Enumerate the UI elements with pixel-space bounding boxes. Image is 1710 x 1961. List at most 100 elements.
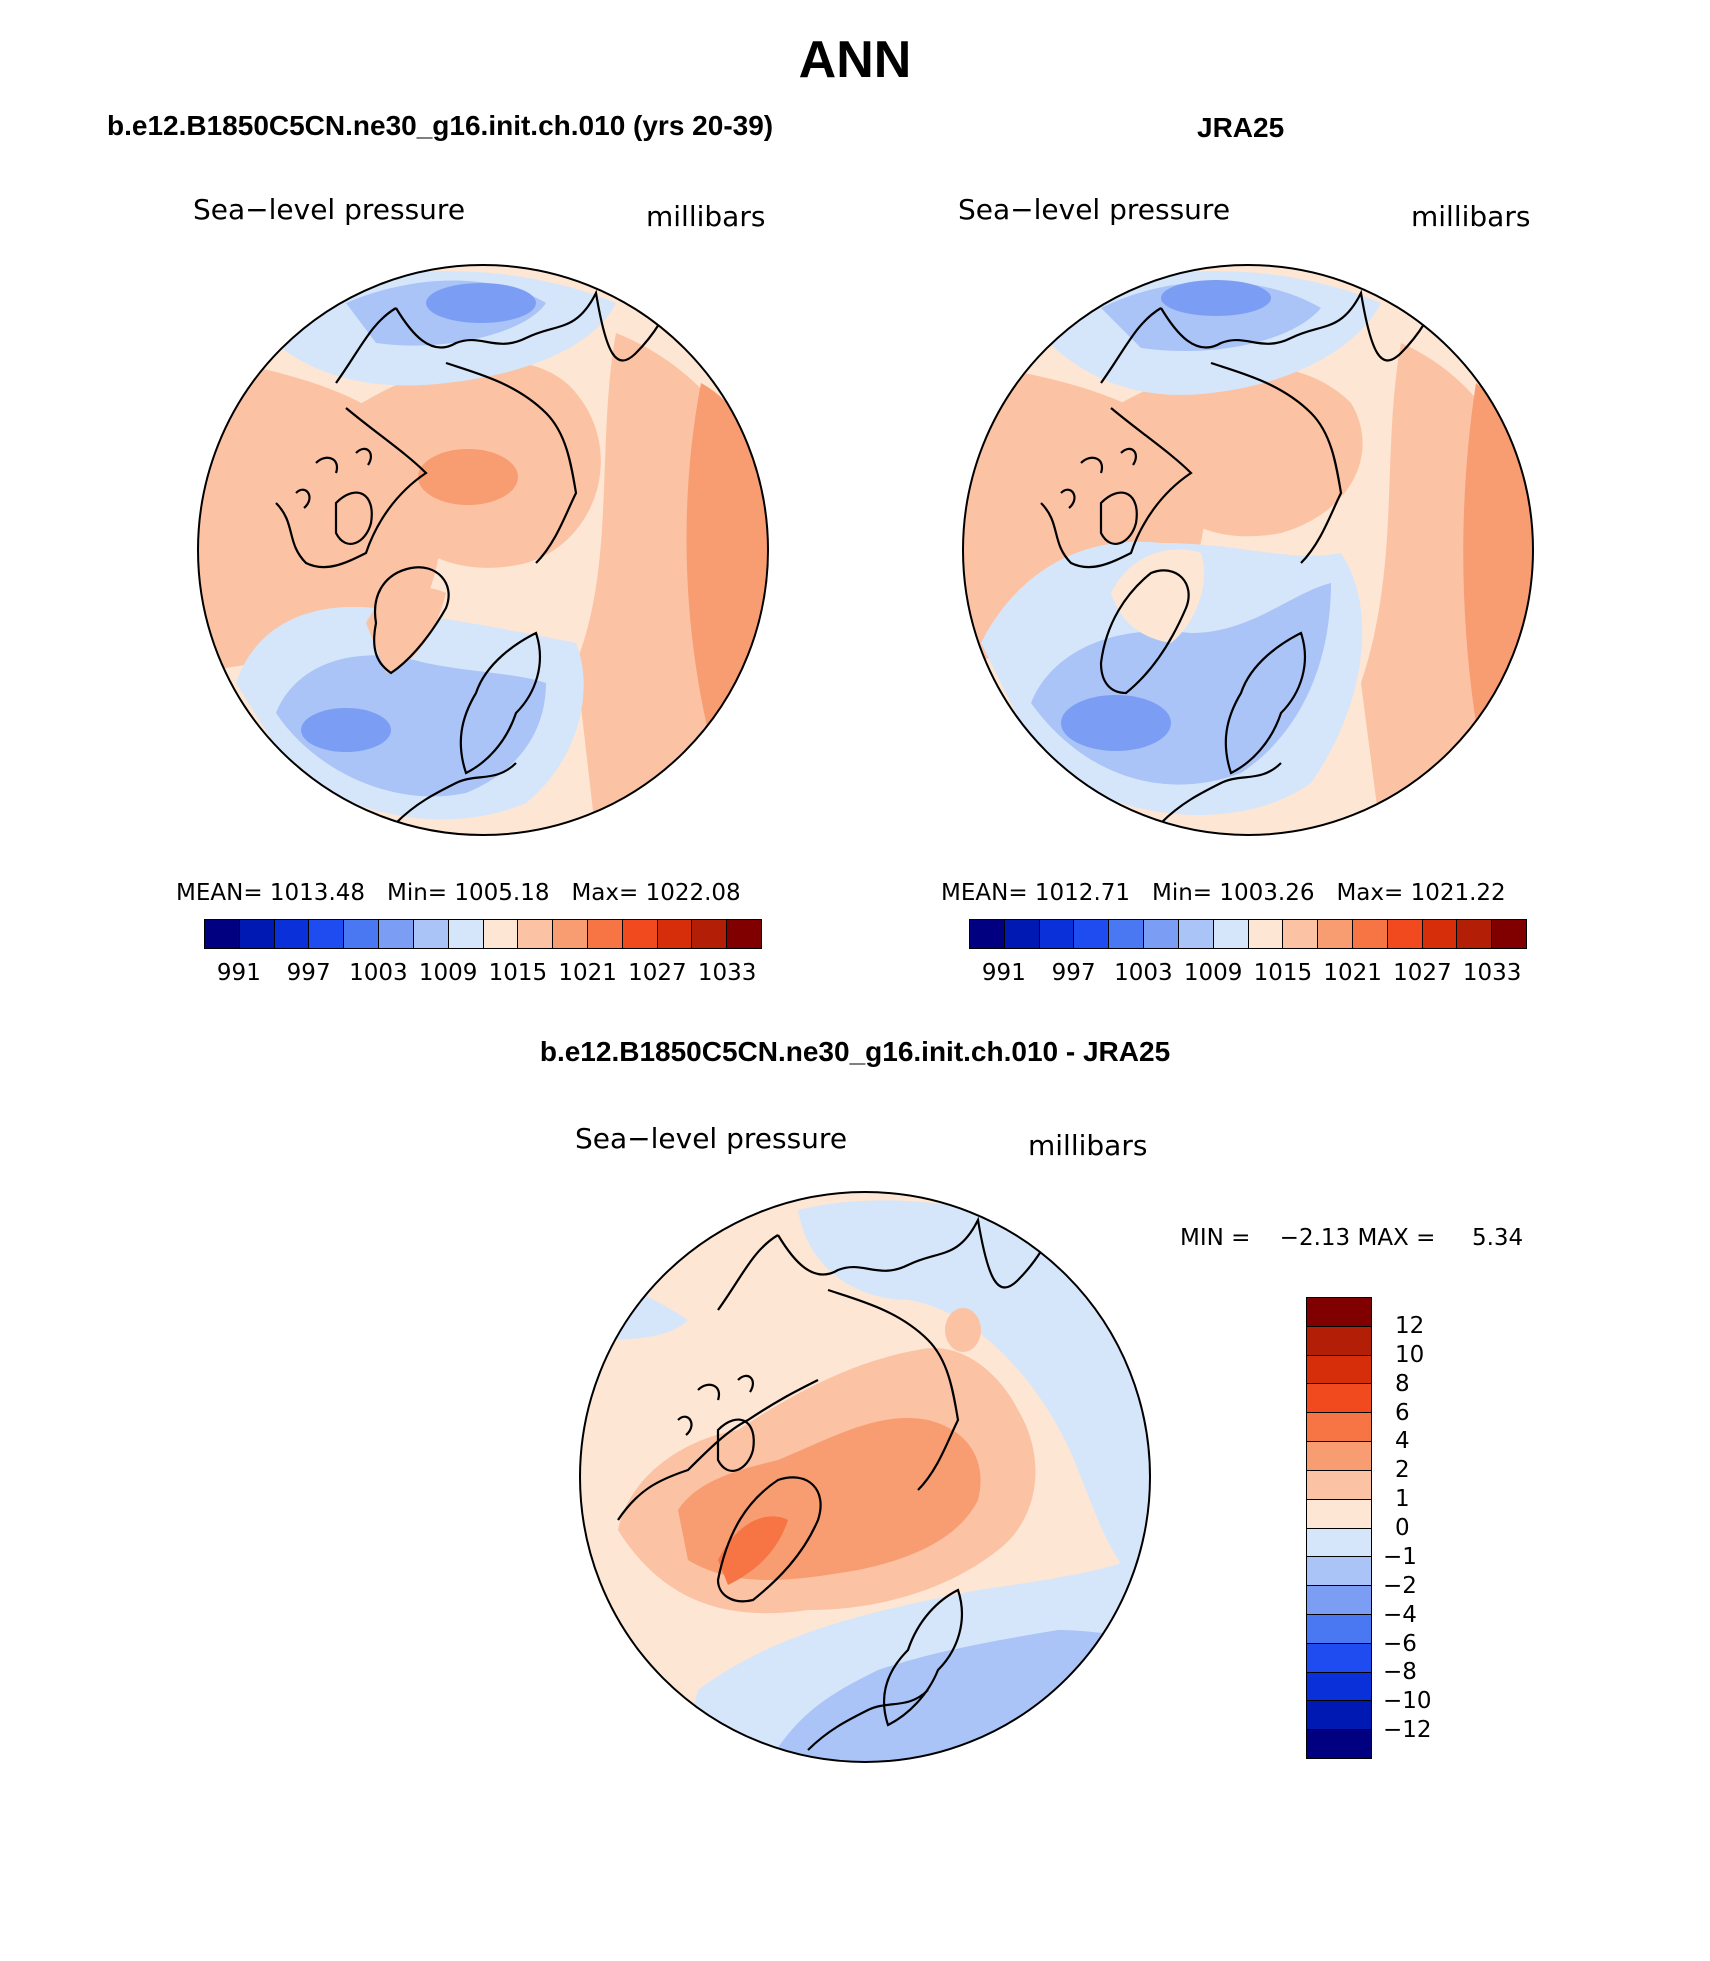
model-colorbar [204, 919, 762, 949]
obs-panel-title: JRA25 [1197, 112, 1285, 143]
colorbar-tick-label: 2 [1395, 1457, 1410, 1484]
colorbar-segment [518, 920, 554, 948]
field-low-pacific-core [1161, 280, 1271, 316]
colorbar-segment [553, 920, 588, 948]
colorbar-segment [622, 920, 658, 948]
model-min-label: Min= [386, 880, 448, 906]
colorbar-tick-label: 10 [1395, 1341, 1425, 1368]
model-max-label: Max= [571, 880, 639, 906]
colorbar-segment [1307, 1355, 1371, 1385]
coast-greenland [1099, 569, 1190, 695]
model-polar-map [197, 264, 769, 836]
colorbar-segment [1109, 920, 1145, 948]
colorbar-segment [1422, 920, 1458, 948]
field-high-greenland [366, 587, 446, 673]
coast-alaska [1100, 289, 1442, 384]
colorbar-tick-label: 997 [286, 960, 331, 986]
model-mean-value: 1013.48 [269, 880, 366, 906]
field-high-central [1121, 365, 1363, 537]
colorbar-segment [1307, 1643, 1371, 1673]
colorbar-segment [1307, 1442, 1371, 1471]
diff-colorbar-ticks: 12 10 8 6 4 2 1 0 −1 −2 −4 −6 −8 −10 −12 [1383, 1297, 1463, 1757]
colorbar-segment [344, 920, 380, 948]
model-mean-label: MEAN= [176, 880, 263, 906]
colorbar-segment [1307, 1326, 1371, 1356]
obs-colorbar [969, 919, 1527, 949]
field-low-atlantic-core [301, 708, 391, 752]
colorbar-tick-label: 0 [1395, 1515, 1410, 1541]
field-high-center-core [418, 449, 518, 505]
diff-max-value: 5.34 [1471, 1225, 1524, 1251]
coast-europe [395, 762, 517, 824]
colorbar-segment [1307, 1499, 1371, 1529]
colorbar-tick-label: 1027 [1393, 960, 1452, 986]
coast-siberia [445, 361, 578, 564]
coast-archipelago [1060, 447, 1137, 509]
colorbar-segment [1318, 920, 1353, 948]
colorbar-tick-label: −6 [1383, 1630, 1417, 1657]
obs-polar-map [962, 264, 1534, 836]
obs-units-label: millibars [1411, 200, 1531, 233]
colorbar-segment [970, 920, 1005, 948]
diff-units-label: millibars [1028, 1129, 1148, 1162]
model-min-value: 1005.18 [454, 880, 550, 906]
colorbar-tick-label: −8 [1383, 1659, 1417, 1686]
colorbar-segment [692, 920, 728, 948]
colorbar-segment [1387, 920, 1423, 948]
colorbar-segment [1307, 1413, 1371, 1443]
colorbar-tick-label: 1009 [418, 960, 478, 986]
colorbar-segment [727, 920, 761, 948]
colorbar-segment [1307, 1557, 1371, 1587]
colorbar-tick-label: 997 [1051, 960, 1096, 986]
colorbar-segment [1307, 1586, 1371, 1615]
colorbar-segment [1307, 1701, 1371, 1731]
coast-europe [807, 1689, 929, 1751]
colorbar-segment [1307, 1298, 1371, 1327]
coast-scandinavia [883, 1588, 963, 1727]
field-neg-north [798, 1200, 1150, 1590]
field-low-pacific-core [426, 283, 536, 323]
colorbar-tick-label: 8 [1395, 1370, 1410, 1397]
model-stats: MEAN= 1013.48 Min= 1005.18 Max= 1022.08 [176, 880, 741, 906]
colorbar-tick-label: 991 [216, 960, 261, 986]
obs-min-label: Min= [1151, 880, 1213, 906]
colorbar-segment [205, 920, 240, 948]
colorbar-segment [483, 920, 519, 948]
colorbar-tick-label: 12 [1395, 1312, 1425, 1339]
obs-mean-value: 1012.71 [1034, 880, 1131, 906]
field-low-atlantic-mid [276, 655, 546, 797]
colorbar-segment [1248, 920, 1284, 948]
field-max-east [1463, 383, 1533, 753]
colorbar-segment [587, 920, 623, 948]
colorbar-tick-label: 1009 [1183, 960, 1243, 986]
colorbar-tick-label: 1033 [697, 960, 757, 986]
coast-greenland [716, 1476, 822, 1603]
colorbar-tick-label: 1003 [1114, 960, 1173, 986]
colorbar-segment [309, 920, 345, 948]
model-panel-title: b.e12.B1850C5CN.ne30_g16.init.ch.010 (yr… [107, 110, 774, 141]
colorbar-segment [1283, 920, 1319, 948]
colorbar-segment [1307, 1528, 1371, 1558]
colorbar-tick-label: 1021 [558, 960, 617, 986]
colorbar-tick-label: 1015 [1253, 960, 1313, 986]
coast-archipelago [677, 1374, 754, 1436]
colorbar-tick-label: 1015 [488, 960, 548, 986]
diff-variable-label: Sea−level pressure [575, 1122, 848, 1155]
colorbar-tick-label: 991 [981, 960, 1026, 986]
colorbar-tick-label: 6 [1395, 1399, 1410, 1426]
diff-max-label: MAX = [1357, 1225, 1436, 1251]
colorbar-segment [1352, 920, 1388, 948]
colorbar-tick-label: 1027 [628, 960, 687, 986]
colorbar-segment [1144, 920, 1179, 948]
coast-canada [275, 407, 428, 569]
obs-mean-label: MEAN= [941, 880, 1028, 906]
colorbar-segment [1074, 920, 1110, 948]
colorbar-segment [379, 920, 414, 948]
colorbar-segment [1178, 920, 1214, 948]
colorbar-segment [413, 920, 449, 948]
diff-colorbar [1306, 1297, 1372, 1759]
obs-max-value: 1021.22 [1410, 880, 1506, 906]
colorbar-segment [1039, 920, 1075, 948]
colorbar-segment [448, 920, 484, 948]
diff-polar-map [579, 1191, 1151, 1763]
